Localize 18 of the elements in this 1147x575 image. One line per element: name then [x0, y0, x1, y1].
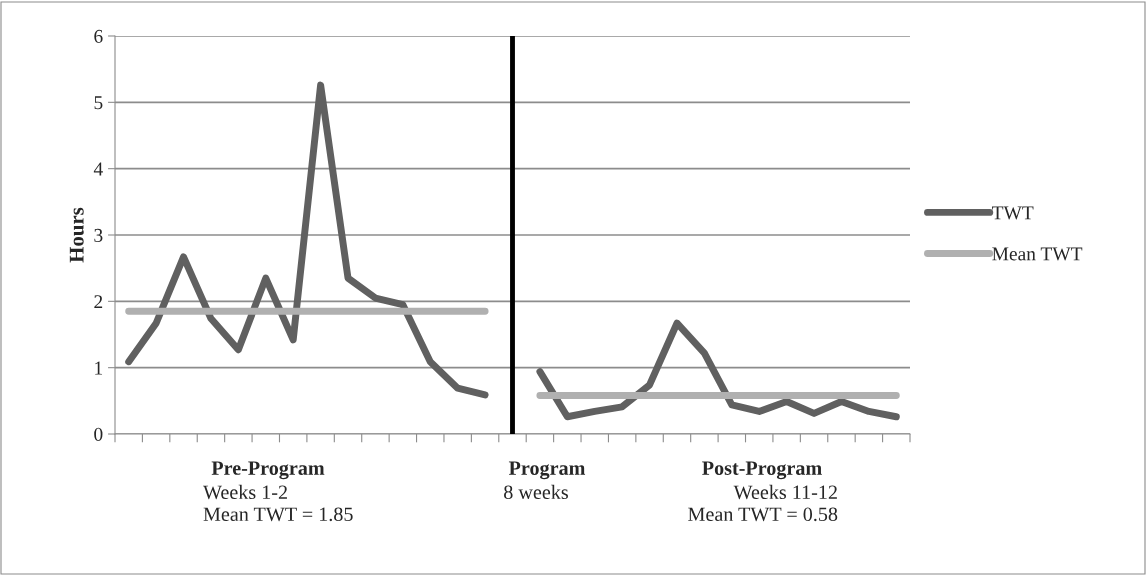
y-tick-label: 6	[94, 29, 103, 43]
y-tick-label: 4	[93, 162, 103, 176]
y-tick-label: 3	[94, 228, 103, 242]
legend-label: Mean TWT	[992, 247, 1083, 261]
legend-label: TWT	[992, 206, 1034, 220]
text: Weeks 1-2	[203, 484, 287, 500]
text: Program	[508, 461, 586, 480]
text: Mean TWT = 0.58	[688, 507, 838, 522]
y-tick-label: 0	[94, 427, 103, 441]
y-axis-title: Hours	[69, 207, 84, 263]
y-tick-label: 5	[94, 96, 103, 110]
y-tick-label: 1	[95, 361, 103, 375]
text: Pre-Program	[211, 461, 325, 480]
text: Mean TWT = 1.85	[203, 507, 353, 522]
text: Post-Program	[702, 461, 822, 480]
text: Weeks 11-12	[733, 484, 837, 500]
text: 8 weeks	[504, 484, 568, 500]
y-tick-label: 2	[94, 295, 103, 309]
